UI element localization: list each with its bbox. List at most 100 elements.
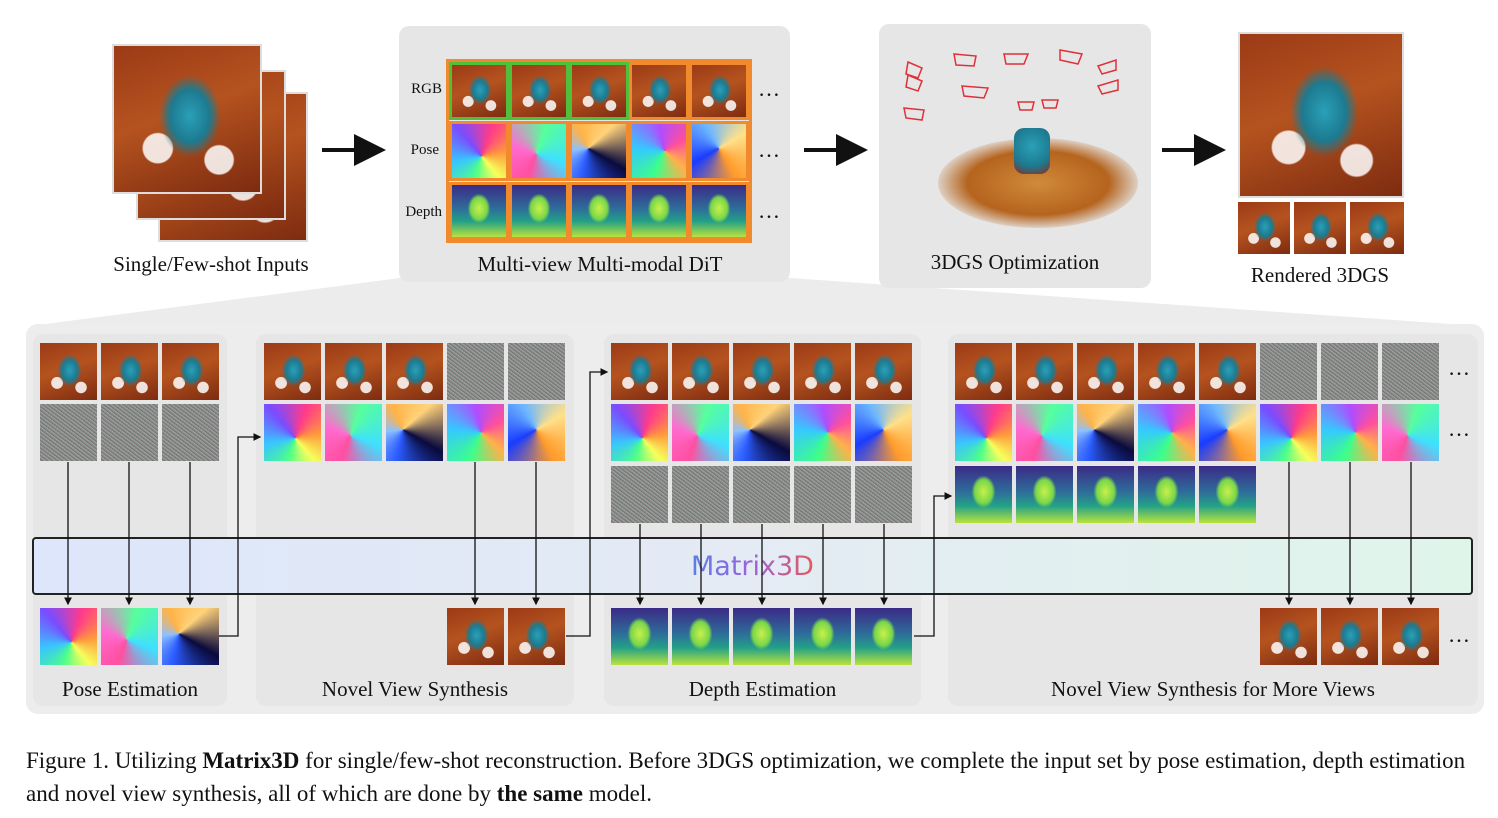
de-noise-4 [794,466,851,523]
mv-pose-3 [1077,404,1134,461]
camera-icon [903,107,925,121]
nvs-noise-1 [447,343,504,400]
de-out-depth-2 [672,608,729,665]
task-label-novel-view-synthesis: Novel View Synthesis [321,677,509,701]
nvs-rgb-2 [325,343,382,400]
row-label-pose: Pose [410,142,439,158]
mv-pose-2 [1016,404,1073,461]
rendered-main [1238,32,1404,198]
de-noise-3 [733,466,790,523]
mv-depth-3 [1077,466,1134,523]
task-label-more-views: Novel View Synthesis for More Views [1051,677,1375,701]
mv-pose-8 [1382,404,1439,461]
de-pose-2 [672,404,729,461]
dit-depth-2 [509,182,569,240]
mv-out-rgb-3 [1382,608,1439,665]
dit-depth-3 [569,182,629,240]
dit-pose-1 [449,121,509,181]
nvs-rgb-3 [386,343,443,400]
dit-depth-4 [629,182,689,240]
nvs-noise-2 [508,343,565,400]
nvs-pose-2 [325,404,382,461]
nvs-out-rgb-1 [447,608,504,665]
mv-out-rgb-1 [1260,608,1317,665]
pe-rgb-2 [101,343,158,400]
pe-noise-1 [40,404,97,461]
dit-label: Multi-view Multi-modal DiT [477,252,723,276]
dit-ellipsis-depth: … [758,198,781,223]
matrix3d-model-bar: Matrix3D [32,537,1473,595]
de-pose-5 [855,404,912,461]
rendered-view-2 [1294,202,1346,254]
row-label-depth: Depth [405,204,442,220]
de-pose-4 [794,404,851,461]
de-noise-2 [672,466,729,523]
mv-rgb-2 [1016,343,1073,400]
camera-icon [1041,99,1059,109]
rendered-label: Rendered 3DGS [1250,263,1390,287]
mv-rgb-1 [955,343,1012,400]
caption-bold-same: the same [496,781,583,806]
dit-rgb-3 [569,62,629,120]
nvs-rgb-1 [264,343,321,400]
de-rgb-2 [672,343,729,400]
nvs-out-rgb-2 [508,608,565,665]
mv-pose-4 [1138,404,1195,461]
task-label-depth-estimation: Depth Estimation [688,677,837,701]
mv-ellipsis-pose: … [1448,416,1471,441]
mv-depth-1 [955,466,1012,523]
camera-icon [961,85,990,99]
backpack-render [1014,128,1050,174]
dit-rgb-2 [509,62,569,120]
nvs-pose-3 [386,404,443,461]
pe-noise-2 [101,404,158,461]
pe-out-pose-2 [101,608,158,665]
mv-pose-5 [1199,404,1256,461]
mv-rgb-5 [1199,343,1256,400]
dit-pose-4 [629,121,689,181]
nvs-pose-5 [508,404,565,461]
row-label-rgb: RGB [411,81,442,97]
mv-noise-2 [1321,343,1378,400]
mv-depth-4 [1138,466,1195,523]
de-out-depth-1 [611,608,668,665]
nvs-pose-1 [264,404,321,461]
dit-depth-5 [689,182,749,240]
mv-rgb-3 [1077,343,1134,400]
camera-icon [905,73,923,92]
caption-prefix: Figure 1. Utilizing [26,748,203,773]
de-noise-5 [855,466,912,523]
caption-middle: for single/few-shot reconstruction. Befo… [26,748,1466,806]
mv-ellipsis-out: … [1448,622,1471,647]
de-out-depth-4 [794,608,851,665]
mv-out-rgb-2 [1321,608,1378,665]
dit-rgb-4 [629,62,689,120]
dit-pose-2 [509,121,569,181]
dit-ellipsis-pose: … [758,137,781,162]
dit-pose-3 [569,121,629,181]
dit-ellipsis-rgb: … [758,76,781,101]
dit-grid [446,59,752,243]
camera-icon [1059,49,1084,65]
mv-rgb-4 [1138,343,1195,400]
mv-noise-1 [1260,343,1317,400]
de-rgb-5 [855,343,912,400]
pe-noise-3 [162,404,219,461]
mv-ellipsis-rgb: … [1448,355,1471,380]
matrix3d-label: Matrix3D [691,550,814,582]
camera-icon [953,53,977,67]
de-rgb-3 [733,343,790,400]
camera-icon [1096,58,1117,75]
de-pose-3 [733,404,790,461]
pe-rgb-3 [162,343,219,400]
mv-pose-7 [1321,404,1378,461]
nvs-pose-4 [447,404,504,461]
mv-depth-2 [1016,466,1073,523]
de-rgb-1 [611,343,668,400]
pe-out-pose-1 [40,608,97,665]
dit-depth-1 [449,182,509,240]
de-pose-1 [611,404,668,461]
dit-rgb-5 [689,62,749,120]
